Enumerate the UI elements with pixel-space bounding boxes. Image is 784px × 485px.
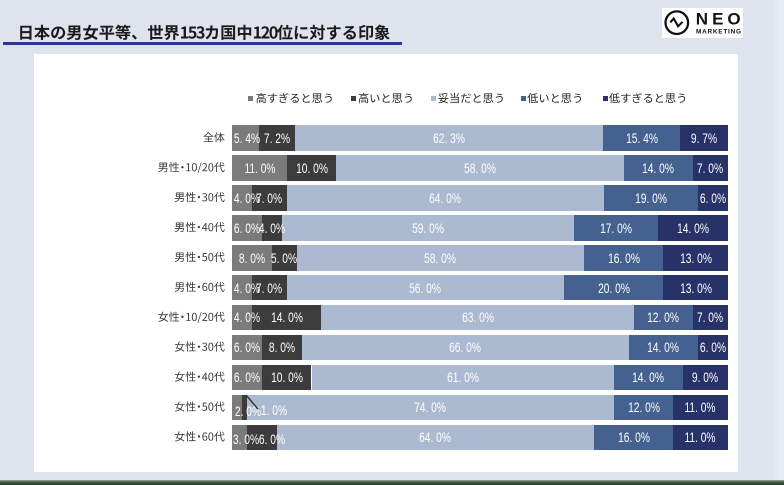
svg-text:MARKETING: MARKETING: [696, 29, 742, 36]
svg-text:NEO: NEO: [696, 10, 745, 29]
